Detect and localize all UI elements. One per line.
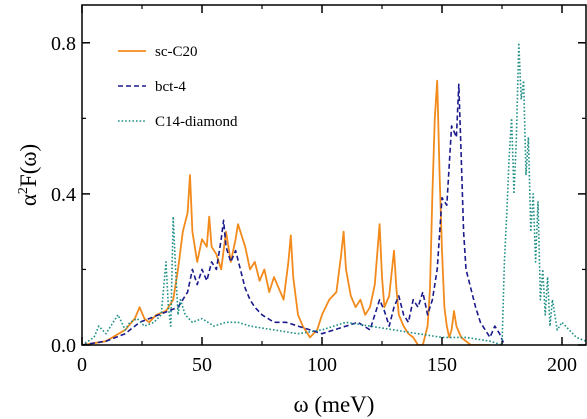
x-tick-label: 50 [192,354,212,376]
x-tick-label: 200 [547,354,577,376]
series-line-2 [82,42,586,345]
legend-label-2: C14-diamond [155,114,238,130]
y-axis-title-base: α [16,194,41,206]
series-line-1 [82,83,506,345]
x-tick-label: 0 [77,354,87,376]
y-tick-label: 0.0 [51,335,76,357]
legend-label-1: bct-4 [155,79,186,95]
legend: sc-C20 bct-4 C14-diamond [118,44,238,130]
y-axis-title-rest: F(ω) [16,144,41,187]
ticks-layer: 0 50 100 150 200 0.0 0.4 0.8 [51,5,586,376]
y-axis-title: α2F(ω) [16,144,41,206]
y-tick-label: 0.8 [51,33,76,55]
x-tick-label: 150 [427,354,457,376]
y-tick-label: 0.4 [51,184,76,206]
x-axis-title: ω (meV) [294,392,375,417]
series-layer [82,42,586,345]
x-tick-label: 100 [307,354,337,376]
y-axis-title-sup: 2 [16,187,31,194]
legend-label-0: sc-C20 [155,44,198,60]
plot-frame [81,4,587,346]
series-line-0 [82,79,490,345]
